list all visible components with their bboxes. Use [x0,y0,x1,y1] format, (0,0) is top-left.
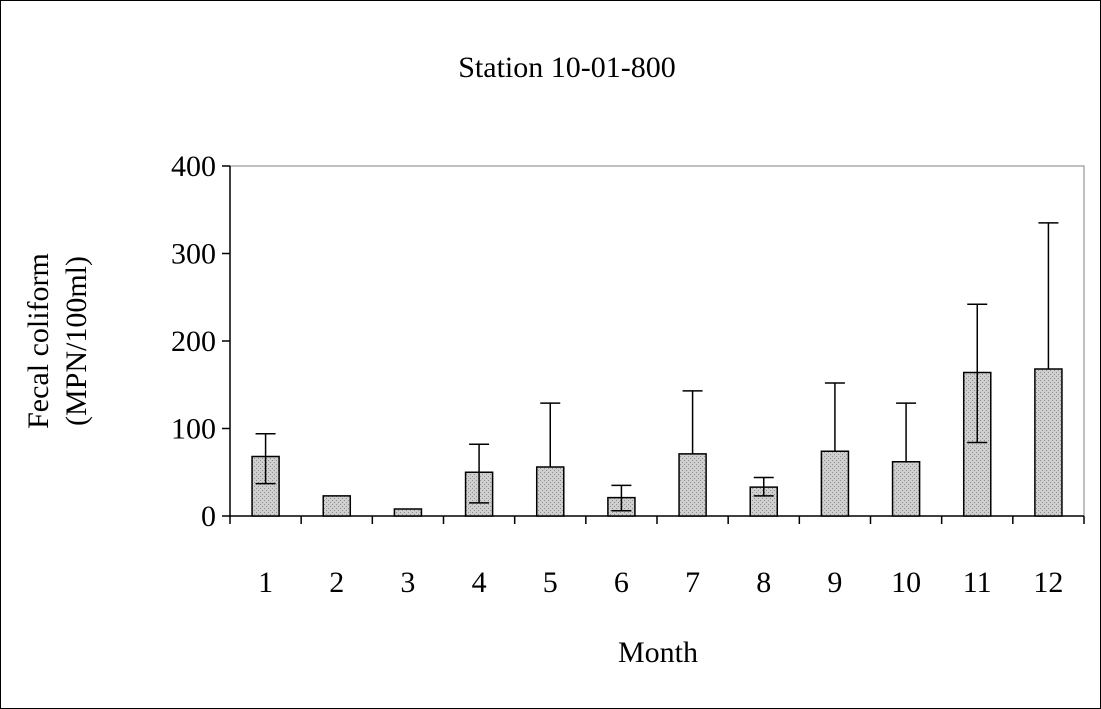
x-tick-label: 10 [891,566,921,599]
x-tick-label: 7 [685,566,700,599]
error-bar-month-10 [896,402,917,462]
error-bar-month-9 [824,382,845,452]
error-bar-month-12 [1038,222,1059,369]
x-tick-label: 2 [329,566,344,599]
y-axis-title-line-1: Fecal coliform [22,253,55,429]
x-tick-label: 6 [614,566,629,599]
y-ticks: 0 100 200 300 400 [171,150,230,533]
y-tick-label: 400 [171,150,216,183]
bar-month-3 [393,508,423,517]
x-ticks: 1 2 3 4 5 6 7 8 9 10 11 12 [229,516,1085,599]
error-bar-month-8 [753,476,774,497]
error-bar-month-6 [611,484,632,512]
chart-title: Station 10-01-800 [458,51,676,84]
bar-month-9 [820,450,850,517]
x-tick-label: 9 [827,566,842,599]
error-bar-month-11 [967,303,988,444]
error-bar-month-1 [255,433,276,485]
x-tick-label: 5 [543,566,558,599]
bar-month-8 [749,486,779,517]
x-tick-label: 12 [1033,566,1063,599]
bar-month-12 [1034,368,1063,517]
error-bar-month-4 [469,443,490,504]
x-tick-label: 11 [963,566,992,599]
y-tick-label: 200 [171,325,216,358]
y-axis-title: Fecal coliform (MPN/100ml) [22,253,93,429]
x-tick-label: 4 [472,566,487,599]
error-bar-month-7 [682,390,703,454]
error-bars [255,222,1059,512]
y-tick-label: 300 [171,238,216,271]
bar-month-2 [322,495,352,517]
y-axis-title-line-2: (MPN/100ml) [60,256,93,426]
bar-month-7 [678,453,707,517]
error-bar-month-5 [540,402,561,467]
x-axis-title: Month [618,636,698,669]
bar-month-5 [535,466,565,517]
x-axis: 1 2 3 4 5 6 7 8 9 10 11 12 [229,515,1085,599]
x-tick-label: 1 [258,566,273,599]
y-tick-label: 0 [201,500,216,533]
y-tick-label: 100 [171,413,216,446]
bar-month-10 [891,461,921,517]
x-tick-label: 3 [400,566,415,599]
y-axis: 0 100 200 300 400 [171,150,231,533]
x-tick-label: 8 [756,566,771,599]
